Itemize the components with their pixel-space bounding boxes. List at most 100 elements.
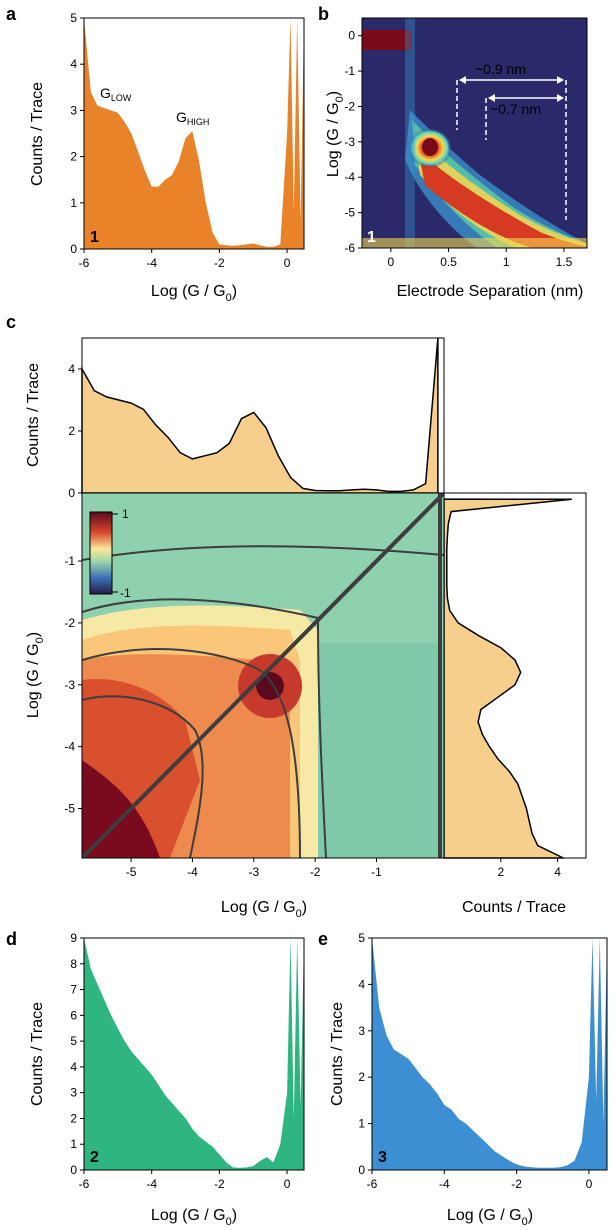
panel-e-histogram: -6 -4 -2 0 0 1 2 3 4 5 Counts / Trace Log (G / G0…	[329, 931, 608, 1228]
y-tick-label: 8	[70, 957, 77, 971]
x-tick-label: 4	[554, 865, 561, 879]
molecule-label-a: 1	[90, 229, 99, 246]
x-tick-label: 1	[503, 255, 510, 269]
y-tick-label: -3	[64, 678, 75, 692]
y-tick-label: 0	[358, 1163, 365, 1177]
y-tick-label: 1	[70, 196, 77, 210]
y-tick-label: 0	[348, 29, 355, 43]
contour-line	[82, 695, 204, 858]
plot-frame-a	[83, 17, 305, 250]
x-tick-label: -5	[126, 865, 137, 879]
contour-line	[82, 598, 319, 619]
y-axis-label-e: Counts / Trace	[329, 1002, 346, 1106]
y-tick-label: 2	[70, 150, 77, 164]
x-tick-label: 1.5	[556, 255, 573, 269]
y-tick-label: 4	[70, 1060, 77, 1074]
y-tick-label: 1	[70, 1137, 77, 1151]
y-tick-label: 1	[358, 1117, 365, 1131]
y-tick-label: -4	[344, 170, 355, 184]
annotation-09nm: ~0.9 nm	[475, 61, 526, 77]
g-low-label: GLOW	[100, 85, 132, 103]
colorbar	[89, 511, 113, 595]
y-tick-label: 2	[70, 1111, 77, 1125]
x-axis-label-e: Log (G / G0)	[447, 1207, 533, 1228]
heatmap-hotspot-core	[422, 138, 438, 156]
x-tick-label: -2	[214, 1177, 225, 1191]
y-tick-label: 4	[68, 362, 75, 376]
y-tick-label: -1	[64, 554, 75, 568]
y-tick-label: 5	[358, 931, 365, 945]
top-histogram-area	[81, 337, 439, 494]
y-axis-label-a: Counts / Trace	[29, 82, 46, 186]
heatmap-c-frame	[81, 492, 445, 859]
x-tick-label: -2	[511, 1177, 522, 1191]
histogram-area-d	[84, 938, 304, 1170]
x-tick-label: -3	[248, 865, 259, 879]
arrowhead-09-left	[459, 76, 466, 84]
heatmap-c-y-label: Log (G / G0)	[25, 632, 46, 718]
y-tick-label: 4	[70, 57, 77, 71]
heatmap-c-x-label: Log (G / G0)	[221, 899, 307, 920]
y-tick-label: 3	[70, 103, 77, 117]
y-tick-label: 6	[70, 1008, 77, 1022]
right-histogram-area	[443, 498, 572, 859]
y-tick-label: -1	[344, 64, 355, 78]
arrowhead-07-right	[557, 94, 564, 102]
y-tick-label: -3	[344, 135, 355, 149]
panel-letter-b: b	[318, 4, 329, 24]
y-tick-label: -4	[64, 740, 75, 754]
panel-b-2d-histogram: ~0.9 nm ~0.7 nm 1 0 0.5 1 1.50-1-2-3-4-5-6 …	[325, 17, 588, 300]
heatmap-c-warm-4	[82, 760, 160, 858]
molecule-label-d: 2	[90, 1149, 99, 1166]
correlation-heatmap	[82, 493, 444, 858]
y-tick-label: 0	[70, 1163, 77, 1177]
axes-e: -6 -4 -2 0 0 1 2 3 4 5	[358, 931, 592, 1191]
y-tick-label: 9	[70, 931, 77, 945]
x-tick-label: 0	[284, 1177, 291, 1191]
heatmap-contact-region	[362, 30, 412, 50]
contour-line	[317, 619, 327, 858]
y-tick-label: -6	[344, 241, 355, 255]
y-tick-label: -2	[64, 616, 75, 630]
x-tick-label: -2	[214, 256, 225, 270]
annotation-07nm: ~0.7 nm	[490, 101, 541, 117]
x-tick-label: -4	[439, 1177, 450, 1191]
x-tick-label: -4	[187, 865, 198, 879]
x-tick-label: -6	[367, 1177, 378, 1191]
x-tick-label: 0.5	[440, 255, 457, 269]
x-axis-label-a: Log (G / G0)	[151, 283, 237, 304]
x-tick-label: -4	[146, 256, 157, 270]
x-tick-label: -2	[310, 865, 321, 879]
panel-c-correlation: 1 -1 -5 -4 -3 -2 -1 -1 -2 -3 -4 -5 0 2 4 2 4 Counts / …	[25, 337, 587, 920]
right-histogram-x-label: Counts / Trace	[462, 899, 566, 916]
y-tick-label: 5	[70, 1034, 77, 1048]
colorbar-label-max: 1	[122, 507, 129, 521]
molecule-label-b: 1	[367, 229, 376, 246]
histogram-area-e	[372, 938, 607, 1170]
plot-frame-d	[83, 937, 305, 1171]
x-tick-label: -4	[146, 1177, 157, 1191]
plot-frame-e	[371, 937, 608, 1171]
x-tick-label: -6	[79, 1177, 90, 1191]
x-tick-label: 0	[284, 256, 291, 270]
y-tick-label: 3	[70, 1086, 77, 1100]
y-tick-label: 5	[70, 11, 77, 25]
panel-letter-c: c	[6, 312, 16, 332]
x-tick-label: 0	[586, 1177, 593, 1191]
y-tick-label: -2	[344, 99, 355, 113]
y-tick-label: 0	[70, 242, 77, 256]
arrowhead-07-left	[488, 94, 495, 102]
axes-b: 0 0.5 1 1.5 0 -1 -2 -3 -4 -5 -6	[344, 29, 572, 269]
x-axis-label-b: Electrode Separation (nm)	[397, 283, 584, 300]
x-axis-label-d: Log (G / G0)	[151, 1207, 237, 1228]
heatmap-band-outer	[405, 110, 587, 248]
plot-frame-b	[361, 17, 588, 249]
x-tick-label: 0	[388, 255, 395, 269]
x-tick-label: -1	[371, 865, 382, 879]
y-axis-label-b: Log (G / G0)	[325, 91, 346, 177]
